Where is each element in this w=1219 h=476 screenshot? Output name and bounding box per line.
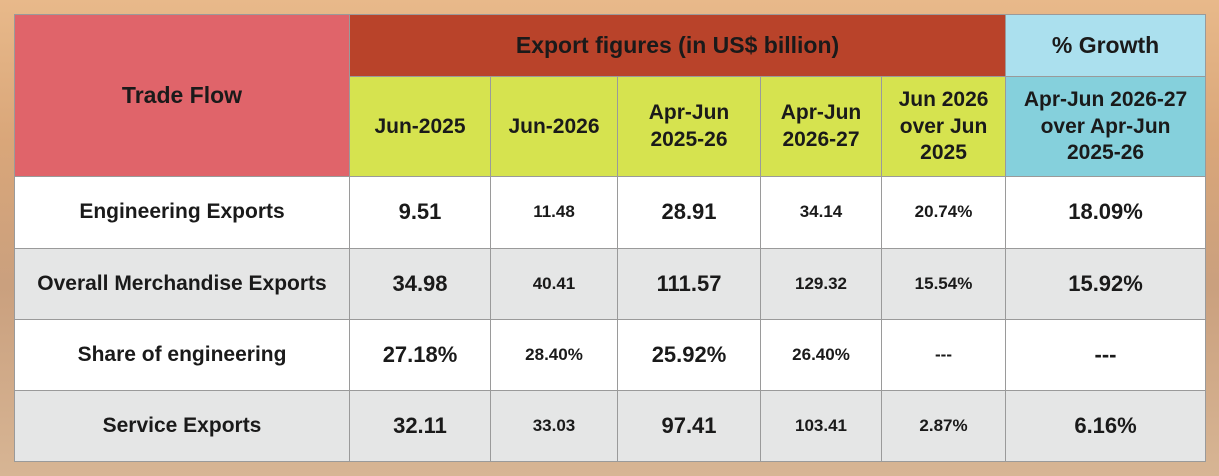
cell-value: 28.91 bbox=[617, 176, 761, 249]
col-header-jun-2025: Jun-2025 bbox=[349, 76, 491, 178]
cell-value: 9.51 bbox=[349, 176, 491, 249]
cell-value: 6.16% bbox=[1005, 389, 1207, 463]
cell-value: 34.14 bbox=[760, 176, 882, 249]
col-header-jun-2026: Jun-2026 bbox=[490, 76, 618, 178]
trade-table: Trade Flow Export figures (in US$ billio… bbox=[14, 13, 1207, 463]
table-row: Overall Merchandise Exports 34.98 40.41 … bbox=[14, 247, 1207, 320]
cell-value: 27.18% bbox=[349, 318, 491, 391]
cell-value: --- bbox=[1005, 318, 1207, 391]
cell-value: 28.40% bbox=[490, 318, 618, 391]
col-header-apr-jun-2025-26: Apr-Jun 2025-26 bbox=[617, 76, 761, 178]
cell-value: 18.09% bbox=[1005, 176, 1207, 249]
cell-value: 2.87% bbox=[880, 389, 1007, 463]
cell-value: 103.41 bbox=[760, 389, 882, 463]
table-row: Share of engineering 27.18% 28.40% 25.92… bbox=[14, 318, 1207, 391]
cell-value: 129.32 bbox=[760, 247, 882, 320]
cell-value: 111.57 bbox=[617, 247, 761, 320]
cell-value: 20.74% bbox=[880, 176, 1007, 249]
cell-value: 34.98 bbox=[349, 247, 491, 320]
header-row-top: Trade Flow Export figures (in US$ billio… bbox=[14, 13, 1207, 178]
row-label: Engineering Exports bbox=[14, 176, 350, 249]
table-row: Engineering Exports 9.51 11.48 28.91 34.… bbox=[14, 176, 1207, 249]
cell-value: 25.92% bbox=[617, 318, 761, 391]
cell-value: 40.41 bbox=[490, 247, 618, 320]
cell-value: 15.54% bbox=[880, 247, 1007, 320]
col-header-apr-jun-2026-27: Apr-Jun 2026-27 bbox=[760, 76, 882, 178]
row-label: Overall Merchandise Exports bbox=[14, 247, 350, 320]
header-row-sub: Jun-2025 Jun-2026 Apr-Jun 2025-26 Apr-Ju… bbox=[15, 76, 1207, 178]
growth-header: % Growth bbox=[1005, 13, 1207, 78]
cell-value: 15.92% bbox=[1005, 247, 1207, 320]
cell-value: 11.48 bbox=[490, 176, 618, 249]
col-header-apr-jun-growth: Apr-Jun 2026-27 over Apr-Jun 2025-26 bbox=[1005, 76, 1207, 178]
col-header-jun-2026-over-jun-2025: Jun 2026 over Jun 2025 bbox=[880, 76, 1007, 178]
export-figures-header: Export figures (in US$ billion) bbox=[348, 13, 1007, 78]
cell-value: 33.03 bbox=[490, 389, 618, 463]
trade-flow-header: Trade Flow bbox=[14, 13, 350, 178]
cell-value: 26.40% bbox=[760, 318, 882, 391]
cell-value: 32.11 bbox=[349, 389, 491, 463]
table-row: Service Exports 32.11 33.03 97.41 103.41… bbox=[14, 389, 1207, 463]
cell-value: --- bbox=[880, 318, 1007, 391]
cell-value: 97.41 bbox=[617, 389, 761, 463]
row-label: Service Exports bbox=[14, 389, 350, 463]
row-label: Share of engineering bbox=[14, 318, 350, 391]
